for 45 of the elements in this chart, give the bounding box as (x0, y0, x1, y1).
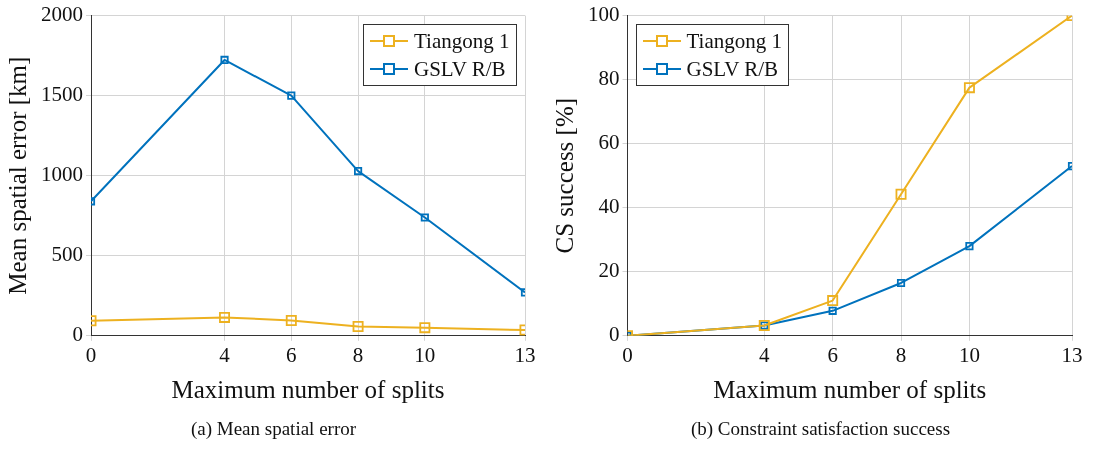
y-axis-title: CS success [%] (550, 97, 578, 254)
point (220, 55, 229, 65)
x-tick-label: 10 (414, 342, 436, 367)
legend-label: GSLV R/B (414, 55, 506, 83)
point (287, 91, 296, 100)
point (419, 322, 431, 334)
y-tick-label: 1000 (41, 162, 83, 187)
legend-label: GSLV R/B (686, 55, 779, 83)
x-tick-label: 8 (895, 342, 907, 367)
y-tick-label: 100 (588, 2, 620, 27)
point (827, 295, 839, 307)
y-tick-label: 40 (598, 194, 620, 219)
point (352, 321, 364, 333)
text: (b) Constraint satisfaction success (689, 418, 952, 440)
point (965, 242, 974, 251)
y-tick-label: 0 (609, 322, 620, 347)
x-tick-label: 4 (759, 342, 771, 367)
y-tick-label: 2000 (41, 2, 83, 27)
x-tick-label: 8 (352, 342, 364, 367)
point (896, 278, 906, 288)
point (219, 311, 231, 323)
y-tick-label: 80 (598, 66, 620, 91)
x-axis-title: Maximum number of splits (713, 375, 987, 403)
point (895, 188, 907, 200)
y-tick-label: 0 (72, 322, 83, 347)
x-tick-label: 6 (286, 342, 297, 367)
x-tick-label: 4 (219, 342, 231, 367)
y-tick-label: 20 (598, 258, 620, 283)
point (963, 82, 975, 94)
y-axis-title: Mean spatial error [km] (3, 56, 31, 295)
point (354, 166, 363, 176)
legend-label: Tiangong 1 (414, 27, 510, 55)
point (285, 314, 297, 326)
y-tick-label: 500 (51, 242, 83, 267)
y-tick-label: 60 (598, 130, 620, 155)
point (420, 213, 429, 222)
x-axis-title: Maximum number of splits (171, 375, 445, 403)
text: (a) Mean spatial error (189, 418, 358, 440)
x-tick-label: 6 (827, 342, 838, 367)
legend-label: Tiangong 1 (686, 27, 782, 55)
point (828, 306, 837, 315)
y-tick-label: 1500 (41, 82, 83, 107)
x-tick-label: 13 (514, 342, 536, 367)
x-tick-label: 13 (1061, 342, 1083, 367)
x-tick-label: 10 (958, 342, 980, 367)
